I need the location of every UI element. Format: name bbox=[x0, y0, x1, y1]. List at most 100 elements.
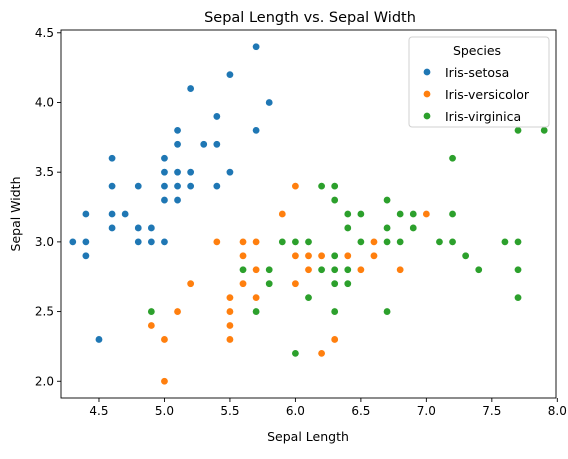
point-iris-virginica bbox=[147, 307, 156, 316]
point-iris-virginica bbox=[448, 237, 457, 246]
point-iris-virginica bbox=[356, 210, 365, 219]
point-iris-virginica bbox=[448, 210, 457, 219]
point-iris-setosa bbox=[186, 168, 195, 177]
point-iris-setosa bbox=[81, 237, 90, 246]
x-axis-label: Sepal Length bbox=[267, 429, 349, 444]
point-iris-virginica bbox=[409, 223, 418, 232]
point-iris-virginica bbox=[330, 251, 339, 260]
point-iris-versicolor bbox=[356, 265, 365, 274]
point-iris-versicolor bbox=[212, 237, 221, 246]
x-tick-label: 6.5 bbox=[351, 404, 370, 418]
x-tick-label: 5.5 bbox=[220, 404, 239, 418]
point-iris-virginica bbox=[474, 265, 483, 274]
point-iris-virginica bbox=[343, 279, 352, 288]
point-iris-virginica bbox=[343, 210, 352, 219]
point-iris-versicolor bbox=[330, 335, 339, 344]
y-tick-label: 2.5 bbox=[35, 305, 54, 319]
point-iris-virginica bbox=[409, 210, 418, 219]
point-iris-virginica bbox=[317, 182, 326, 191]
point-iris-setosa bbox=[94, 335, 103, 344]
point-iris-virginica bbox=[500, 237, 509, 246]
y-tick-label: 2.0 bbox=[35, 374, 54, 388]
point-iris-versicolor bbox=[239, 251, 248, 260]
point-iris-virginica bbox=[330, 307, 339, 316]
legend-label: Iris-setosa bbox=[445, 65, 509, 80]
legend-marker bbox=[422, 68, 431, 77]
point-iris-virginica bbox=[304, 293, 313, 302]
point-iris-setosa bbox=[108, 210, 117, 219]
point-iris-setosa bbox=[186, 84, 195, 93]
point-iris-setosa bbox=[225, 168, 234, 177]
point-iris-virginica bbox=[278, 237, 287, 246]
x-tick-label: 7.0 bbox=[417, 404, 436, 418]
point-iris-setosa bbox=[81, 210, 90, 219]
point-iris-versicolor bbox=[173, 307, 182, 316]
point-iris-setosa bbox=[134, 182, 143, 191]
point-iris-versicolor bbox=[239, 279, 248, 288]
point-iris-setosa bbox=[134, 237, 143, 246]
x-axis-ticks: 4.5 5.0 5.5 6.0 6.5 7.0 7.5 8.0 bbox=[89, 398, 567, 418]
point-iris-virginica bbox=[514, 265, 523, 274]
point-iris-versicolor bbox=[160, 377, 169, 386]
data-points bbox=[68, 42, 549, 386]
y-tick-label: 4.0 bbox=[35, 95, 54, 109]
y-tick-label: 3.0 bbox=[35, 235, 54, 249]
point-iris-versicolor bbox=[252, 265, 261, 274]
point-iris-virginica bbox=[383, 237, 392, 246]
y-axis-ticks: 2.0 2.5 3.0 3.5 4.0 4.5 bbox=[35, 26, 61, 388]
point-iris-virginica bbox=[330, 182, 339, 191]
point-iris-versicolor bbox=[317, 251, 326, 260]
point-iris-versicolor bbox=[422, 210, 431, 219]
point-iris-virginica bbox=[383, 223, 392, 232]
point-iris-virginica bbox=[514, 237, 523, 246]
point-iris-virginica bbox=[291, 349, 300, 358]
plot-area-frame bbox=[60, 29, 557, 399]
legend: Species Iris-setosa Iris-versicolor Iris-v… bbox=[408, 36, 550, 128]
x-tick-label: 7.5 bbox=[482, 404, 501, 418]
y-tick-label: 3.5 bbox=[35, 165, 54, 179]
point-iris-virginica bbox=[252, 307, 261, 316]
point-iris-versicolor bbox=[304, 265, 313, 274]
point-iris-setosa bbox=[173, 126, 182, 135]
point-iris-virginica bbox=[330, 279, 339, 288]
y-tick-label: 4.5 bbox=[35, 26, 54, 40]
point-iris-setosa bbox=[173, 196, 182, 205]
point-iris-setosa bbox=[173, 182, 182, 191]
x-tick-label: 8.0 bbox=[548, 404, 567, 418]
point-iris-virginica bbox=[383, 196, 392, 205]
point-iris-setosa bbox=[147, 223, 156, 232]
point-iris-versicolor bbox=[343, 251, 352, 260]
point-iris-virginica bbox=[265, 265, 274, 274]
point-iris-versicolor bbox=[291, 279, 300, 288]
point-iris-virginica bbox=[330, 265, 339, 274]
point-iris-setosa bbox=[212, 182, 221, 191]
point-iris-virginica bbox=[239, 265, 248, 274]
point-iris-virginica bbox=[330, 196, 339, 205]
x-tick-label: 5.0 bbox=[155, 404, 174, 418]
point-iris-versicolor bbox=[252, 237, 261, 246]
point-iris-setosa bbox=[225, 70, 234, 79]
point-iris-setosa bbox=[173, 140, 182, 149]
point-iris-setosa bbox=[212, 112, 221, 121]
point-iris-setosa bbox=[265, 98, 274, 107]
point-iris-setosa bbox=[160, 237, 169, 246]
point-iris-virginica bbox=[265, 279, 274, 288]
point-iris-versicolor bbox=[252, 293, 261, 302]
point-iris-versicolor bbox=[291, 182, 300, 191]
point-iris-virginica bbox=[514, 126, 523, 135]
legend-marker bbox=[422, 90, 431, 99]
point-iris-versicolor bbox=[278, 210, 287, 219]
point-iris-versicolor bbox=[369, 237, 378, 246]
point-iris-virginica bbox=[343, 223, 352, 232]
point-iris-setosa bbox=[252, 126, 261, 135]
point-iris-virginica bbox=[343, 265, 352, 274]
point-iris-versicolor bbox=[160, 335, 169, 344]
point-iris-versicolor bbox=[291, 251, 300, 260]
point-iris-virginica bbox=[540, 126, 549, 135]
x-tick-label: 6.0 bbox=[286, 404, 305, 418]
point-iris-setosa bbox=[160, 182, 169, 191]
point-iris-versicolor bbox=[186, 279, 195, 288]
point-iris-setosa bbox=[68, 237, 77, 246]
